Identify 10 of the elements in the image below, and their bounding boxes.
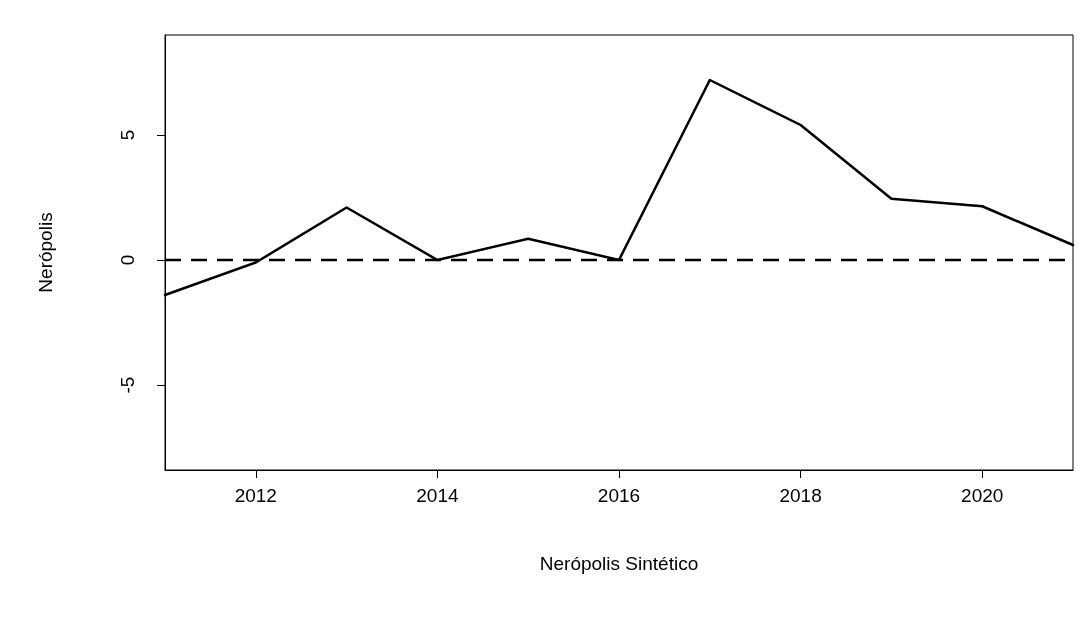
y-tick-label: 0 <box>117 254 138 266</box>
x-tick-label: 2016 <box>597 485 641 506</box>
x-tick-label: 2020 <box>961 485 1004 506</box>
x-axis-title: Nerópolis Sintético <box>539 553 699 574</box>
x-tick-label: 2012 <box>234 485 277 506</box>
y-tick-label: 5 <box>117 129 138 141</box>
y-tick-label: -5 <box>117 376 138 394</box>
x-tick-label: 2018 <box>779 485 822 506</box>
y-axis-title: Nerópolis <box>35 212 56 293</box>
x-tick-label: 2014 <box>416 485 459 506</box>
